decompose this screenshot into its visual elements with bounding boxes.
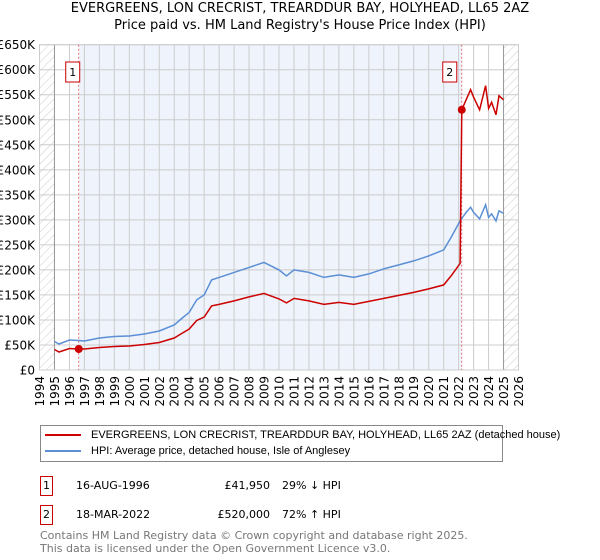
price-chart: 1994 1995 1996 1997 1998 1999 2000 2001 2002 2003… (0, 38, 526, 407)
sale-point (457, 105, 466, 114)
hatched-region (503, 44, 519, 370)
transaction-price: £520,000 (217, 508, 271, 521)
y-tick-label: £600K (0, 63, 36, 77)
y-tick-label: £650K (0, 38, 36, 52)
x-tick-label: 1995 (48, 376, 62, 407)
legend-swatch-red (45, 434, 81, 436)
hpi-line (54, 202, 504, 345)
sale-marker-label: 2 (446, 66, 453, 79)
x-tick-label: 1996 (63, 376, 77, 407)
x-tick-label: 2021 (437, 376, 451, 407)
x-tick-label: 2004 (183, 376, 197, 407)
x-tick-label: 2007 (228, 376, 242, 407)
x-tick-label: 2012 (302, 376, 316, 407)
sale-point (74, 345, 83, 354)
transaction-date: 16-AUG-1996 (76, 479, 150, 492)
legend-item-hpi: HPI: Average price, detached house, Isle… (45, 445, 350, 457)
transaction-date: 18-MAR-2022 (76, 508, 151, 521)
footer-line: This data is licensed under the Open Gov… (40, 542, 391, 555)
y-tick-label: £50K (4, 338, 36, 352)
transaction-price: £41,950 (224, 479, 271, 492)
y-tick-label: £350K (0, 188, 36, 202)
transaction-marker: 2 (40, 505, 53, 525)
legend-label: HPI: Average price, detached house, Isle… (91, 445, 351, 457)
x-tick-label: 1999 (108, 376, 122, 407)
footer: Contains HM Land Registry data © Crown c… (40, 529, 468, 555)
property-price-line (54, 85, 505, 353)
x-tick-label: 2022 (452, 376, 466, 407)
x-tick-label: 2017 (377, 376, 391, 407)
y-tick-label: £200K (0, 263, 36, 277)
x-tick-label: 2000 (123, 376, 137, 407)
transaction-hpi: 72% ↑ HPI (282, 508, 341, 521)
x-tick-label: 2002 (153, 376, 167, 407)
y-tick-label: £450K (0, 138, 36, 152)
shaded-ownership-range (78, 44, 462, 370)
x-tick-label: 2006 (213, 376, 227, 407)
y-tick-label: £250K (0, 238, 36, 252)
plot-frame (39, 44, 519, 371)
sale-marker-label: 1 (69, 66, 76, 79)
transaction-marker: 1 (40, 476, 53, 496)
x-tick-label: 2019 (407, 376, 421, 407)
legend-swatch-blue (45, 450, 81, 452)
x-tick-label: 1997 (78, 376, 92, 407)
x-tick-label: 2026 (512, 376, 526, 407)
y-tick-label: £400K (0, 163, 36, 177)
x-tick-label: 2016 (362, 376, 376, 407)
x-tick-label: 2013 (317, 376, 331, 407)
legend-label: EVERGREENS, LON CRECRIST, TREARDDUR BAY,… (91, 429, 561, 441)
y-tick-label: £0 (20, 364, 35, 378)
sale-marker-box (65, 61, 81, 83)
x-tick-label: 2008 (243, 376, 257, 407)
hatched-region (39, 44, 55, 370)
x-tick-label: 2014 (332, 376, 346, 407)
y-tick-label: £550K (0, 88, 36, 102)
x-tick-label: 2001 (138, 376, 152, 407)
footer-line: Contains HM Land Registry data © Crown c… (40, 529, 468, 542)
y-tick-label: £500K (0, 113, 36, 127)
y-tick-label: £100K (0, 313, 36, 327)
x-tick-label: 2009 (258, 376, 272, 407)
legend-item-property: EVERGREENS, LON CRECRIST, TREARDDUR BAY,… (45, 429, 560, 441)
x-tick-label: 2005 (198, 376, 212, 407)
x-tick-label: 1994 (33, 376, 47, 407)
sale-marker-box (442, 61, 458, 83)
chart-title: EVERGREENS, LON CRECRIST, TREARDDUR BAY,… (70, 1, 530, 16)
legend: EVERGREENS, LON CRECRIST, TREARDDUR BAY,… (40, 425, 560, 462)
x-tick-label: 2020 (422, 376, 436, 407)
x-tick-label: 2015 (347, 376, 361, 407)
y-tick-label: £150K (0, 288, 36, 302)
x-tick-label: 2024 (482, 376, 496, 407)
transaction-hpi: 29% ↓ HPI (282, 479, 341, 492)
y-tick-label: £300K (0, 213, 36, 227)
x-tick-label: 2010 (273, 376, 287, 407)
transaction-row: 2 18-MAR-2022 £520,000 72% ↑ HPI (40, 505, 440, 525)
chart-subtitle: Price paid vs. HM Land Registry's House … (114, 18, 486, 33)
x-tick-label: 2003 (168, 376, 182, 407)
x-tick-label: 2023 (467, 376, 481, 407)
x-tick-label: 1998 (93, 376, 107, 407)
x-tick-label: 2011 (287, 376, 301, 407)
x-tick-label: 2018 (392, 376, 406, 407)
x-tick-label: 2025 (497, 376, 511, 407)
transaction-row: 1 16-AUG-1996 £41,950 29% ↓ HPI (40, 476, 440, 496)
